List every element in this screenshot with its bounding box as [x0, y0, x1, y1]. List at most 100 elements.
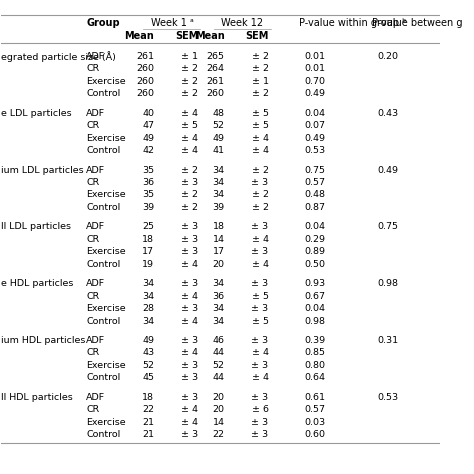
Text: ± 3: ± 3 — [181, 235, 198, 244]
Text: 39: 39 — [142, 203, 155, 212]
Text: CR: CR — [86, 64, 100, 73]
Text: Exercise: Exercise — [86, 134, 126, 143]
Text: ll LDL particles: ll LDL particles — [0, 222, 71, 231]
Text: 49: 49 — [142, 336, 155, 345]
Text: 0.60: 0.60 — [305, 430, 326, 439]
Text: ADF: ADF — [86, 165, 105, 174]
Text: ± 3: ± 3 — [251, 336, 268, 345]
Text: 46: 46 — [213, 336, 225, 345]
Text: 260: 260 — [137, 77, 155, 86]
Text: ADF: ADF — [86, 109, 105, 118]
Text: Exercise: Exercise — [86, 418, 126, 427]
Text: 20: 20 — [213, 393, 225, 402]
Text: 0.61: 0.61 — [305, 393, 326, 402]
Text: P-value within group ᵇ: P-value within group ᵇ — [299, 18, 407, 28]
Text: 35: 35 — [142, 191, 155, 200]
Text: ± 4: ± 4 — [181, 146, 198, 155]
Text: 18: 18 — [142, 235, 155, 244]
Text: 17: 17 — [213, 247, 225, 256]
Text: 52: 52 — [213, 121, 225, 130]
Text: 0.20: 0.20 — [377, 52, 398, 61]
Text: Week 12: Week 12 — [221, 18, 263, 28]
Text: 40: 40 — [142, 109, 155, 118]
Text: ± 1: ± 1 — [181, 52, 198, 61]
Text: 0.98: 0.98 — [377, 279, 398, 288]
Text: ium HDL particles: ium HDL particles — [0, 336, 85, 345]
Text: 261: 261 — [207, 77, 225, 86]
Text: 22: 22 — [213, 430, 225, 439]
Text: ± 3: ± 3 — [181, 304, 198, 313]
Text: 20: 20 — [213, 405, 225, 414]
Text: Exercise: Exercise — [86, 304, 126, 313]
Text: ± 5: ± 5 — [252, 109, 268, 118]
Text: ± 4: ± 4 — [181, 260, 198, 269]
Text: Control: Control — [86, 260, 120, 269]
Text: ± 4: ± 4 — [252, 374, 268, 383]
Text: ± 5: ± 5 — [252, 292, 268, 301]
Text: 35: 35 — [142, 165, 155, 174]
Text: ± 1: ± 1 — [252, 77, 268, 86]
Text: e HDL particles: e HDL particles — [0, 279, 73, 288]
Text: Exercise: Exercise — [86, 77, 126, 86]
Text: ± 2: ± 2 — [252, 165, 268, 174]
Text: ± 2: ± 2 — [252, 89, 268, 98]
Text: ± 4: ± 4 — [252, 348, 268, 357]
Text: ± 2: ± 2 — [252, 64, 268, 73]
Text: 17: 17 — [142, 247, 155, 256]
Text: ± 2: ± 2 — [181, 203, 198, 212]
Text: ± 3: ± 3 — [251, 279, 268, 288]
Text: 0.53: 0.53 — [304, 146, 326, 155]
Text: 36: 36 — [142, 178, 155, 187]
Text: ± 2: ± 2 — [252, 203, 268, 212]
Text: ± 2: ± 2 — [181, 64, 198, 73]
Text: ADF: ADF — [86, 52, 105, 61]
Text: 0.87: 0.87 — [305, 203, 326, 212]
Text: Exercise: Exercise — [86, 361, 126, 370]
Text: 22: 22 — [142, 405, 155, 414]
Text: 47: 47 — [142, 121, 155, 130]
Text: ± 5: ± 5 — [252, 317, 268, 326]
Text: ± 4: ± 4 — [252, 235, 268, 244]
Text: 44: 44 — [213, 348, 225, 357]
Text: 0.04: 0.04 — [305, 222, 326, 231]
Text: 34: 34 — [212, 178, 225, 187]
Text: 34: 34 — [212, 317, 225, 326]
Text: 0.75: 0.75 — [377, 222, 398, 231]
Text: ADF: ADF — [86, 393, 105, 402]
Text: ± 3: ± 3 — [251, 247, 268, 256]
Text: Group: Group — [86, 18, 120, 28]
Text: 265: 265 — [207, 52, 225, 61]
Text: ± 2: ± 2 — [181, 77, 198, 86]
Text: 0.98: 0.98 — [305, 317, 326, 326]
Text: ± 5: ± 5 — [252, 121, 268, 130]
Text: 42: 42 — [142, 146, 155, 155]
Text: 260: 260 — [137, 89, 155, 98]
Text: ± 4: ± 4 — [252, 134, 268, 143]
Text: Mean: Mean — [195, 31, 225, 41]
Text: 0.80: 0.80 — [305, 361, 326, 370]
Text: 0.43: 0.43 — [377, 109, 398, 118]
Text: 0.57: 0.57 — [305, 405, 326, 414]
Text: 0.04: 0.04 — [305, 109, 326, 118]
Text: 0.85: 0.85 — [305, 348, 326, 357]
Text: 0.48: 0.48 — [305, 191, 326, 200]
Text: ± 3: ± 3 — [251, 418, 268, 427]
Text: ± 4: ± 4 — [181, 405, 198, 414]
Text: ± 4: ± 4 — [252, 146, 268, 155]
Text: 0.01: 0.01 — [305, 52, 326, 61]
Text: 0.01: 0.01 — [305, 64, 326, 73]
Text: 14: 14 — [213, 418, 225, 427]
Text: Control: Control — [86, 89, 120, 98]
Text: 0.93: 0.93 — [304, 279, 326, 288]
Text: ± 4: ± 4 — [181, 348, 198, 357]
Text: Control: Control — [86, 430, 120, 439]
Text: 0.57: 0.57 — [305, 178, 326, 187]
Text: CR: CR — [86, 178, 100, 187]
Text: ± 4: ± 4 — [181, 418, 198, 427]
Text: 19: 19 — [142, 260, 155, 269]
Text: 0.67: 0.67 — [305, 292, 326, 301]
Text: Exercise: Exercise — [86, 247, 126, 256]
Text: 18: 18 — [142, 393, 155, 402]
Text: ADF: ADF — [86, 222, 105, 231]
Text: ± 3: ± 3 — [181, 374, 198, 383]
